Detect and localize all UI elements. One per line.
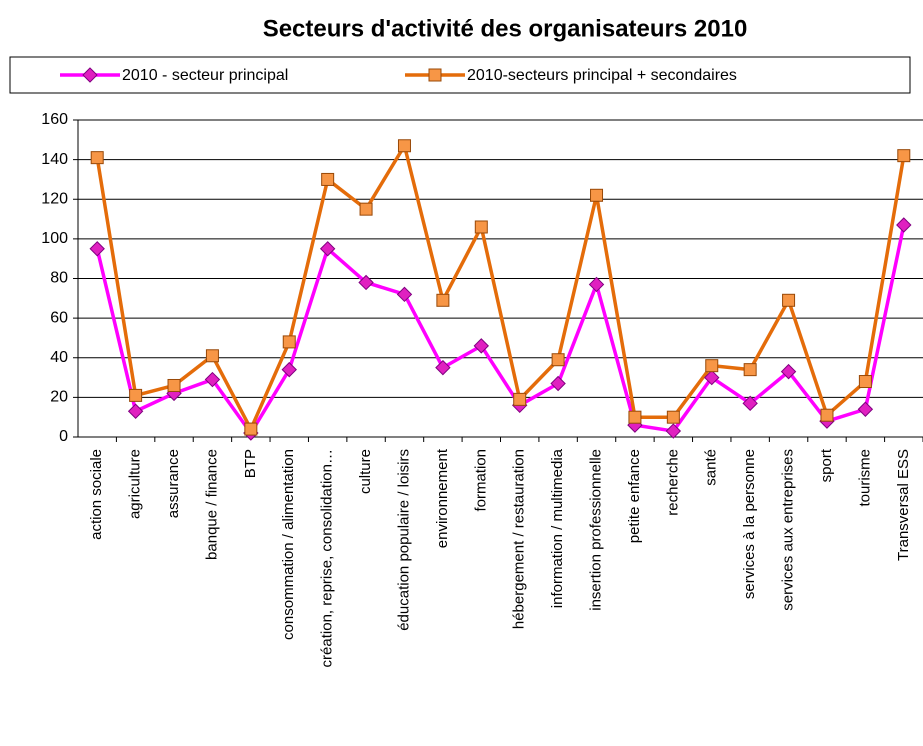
legend-marker — [428, 68, 442, 82]
point — [435, 359, 451, 376]
x-tick-label: hébergement / restauration — [511, 449, 528, 629]
x-tick-label: banque / finance — [203, 449, 220, 560]
point — [742, 395, 758, 412]
y-tick-label: 120 — [41, 190, 68, 207]
x-tick-label: BTP — [242, 449, 259, 478]
x-tick-label: assurance — [165, 449, 182, 518]
point — [473, 338, 490, 354]
point — [319, 241, 336, 257]
point — [205, 349, 219, 363]
x-tick-label: agriculture — [127, 449, 144, 519]
y-tick-label: 140 — [41, 151, 68, 168]
legend-marker — [82, 67, 98, 83]
series-line — [95, 144, 906, 431]
point — [397, 139, 411, 153]
point — [127, 403, 144, 419]
point — [858, 375, 872, 389]
x-tick-label: petite enfance — [626, 449, 643, 543]
point — [780, 363, 797, 380]
x-tick-label: formation — [472, 449, 489, 512]
x-tick-label: services à la personne — [741, 449, 758, 599]
x-tick-label: action sociale — [88, 449, 105, 540]
x-tick-label: création, reprise, consolidation… — [319, 449, 336, 667]
point — [550, 375, 566, 392]
y-tick-label: 100 — [41, 230, 68, 247]
point — [244, 422, 258, 436]
y-tick-label: 0 — [59, 428, 68, 445]
point — [782, 293, 796, 307]
point — [281, 361, 297, 378]
x-tick-label: services aux entreprises — [780, 449, 797, 611]
y-tick-label: 40 — [50, 349, 68, 366]
x-tick-label: consommation / alimentation — [280, 449, 297, 640]
point — [551, 353, 565, 367]
x-tick-label: sport — [818, 448, 835, 482]
y-tick-label: 80 — [50, 270, 68, 287]
point — [666, 410, 680, 424]
point — [396, 286, 413, 303]
x-tick-label: éducation populaire / loisirs — [395, 449, 412, 631]
x-tick-label: information / multimedia — [549, 448, 566, 608]
point — [89, 241, 105, 257]
point — [628, 410, 642, 424]
x-tick-label: culture — [357, 449, 374, 494]
point — [588, 276, 605, 293]
y-tick-label: 20 — [50, 389, 68, 406]
point — [513, 392, 527, 406]
point — [436, 293, 450, 307]
point — [704, 369, 720, 386]
chart-title: Secteurs d'activité des organisateurs 20… — [263, 15, 748, 42]
x-tick-label: insertion professionnelle — [587, 449, 604, 611]
x-tick-label: tourisme — [856, 449, 873, 507]
point — [359, 202, 373, 216]
point — [665, 423, 682, 439]
series-line — [95, 224, 906, 435]
point — [897, 149, 911, 163]
point — [857, 401, 874, 417]
point — [474, 220, 488, 234]
point — [820, 408, 834, 422]
point — [705, 359, 719, 373]
point — [358, 274, 374, 291]
y-tick-label: 60 — [50, 309, 68, 326]
x-tick-label: santé — [703, 449, 720, 486]
x-tick-label: Transversal ESS — [895, 449, 912, 561]
point — [321, 172, 335, 186]
point — [167, 378, 181, 392]
point — [204, 371, 221, 388]
point — [90, 151, 104, 165]
y-tick-label: 160 — [41, 111, 68, 128]
point — [129, 388, 143, 402]
point — [896, 217, 912, 233]
point — [743, 363, 757, 377]
point — [590, 188, 604, 202]
x-tick-label: environnement — [434, 448, 451, 548]
legend-label: 2010 - secteur principal — [122, 67, 288, 84]
point — [282, 335, 296, 349]
x-tick-label: recherche — [664, 449, 681, 516]
legend-label: 2010-secteurs principal + secondaires — [467, 67, 737, 84]
